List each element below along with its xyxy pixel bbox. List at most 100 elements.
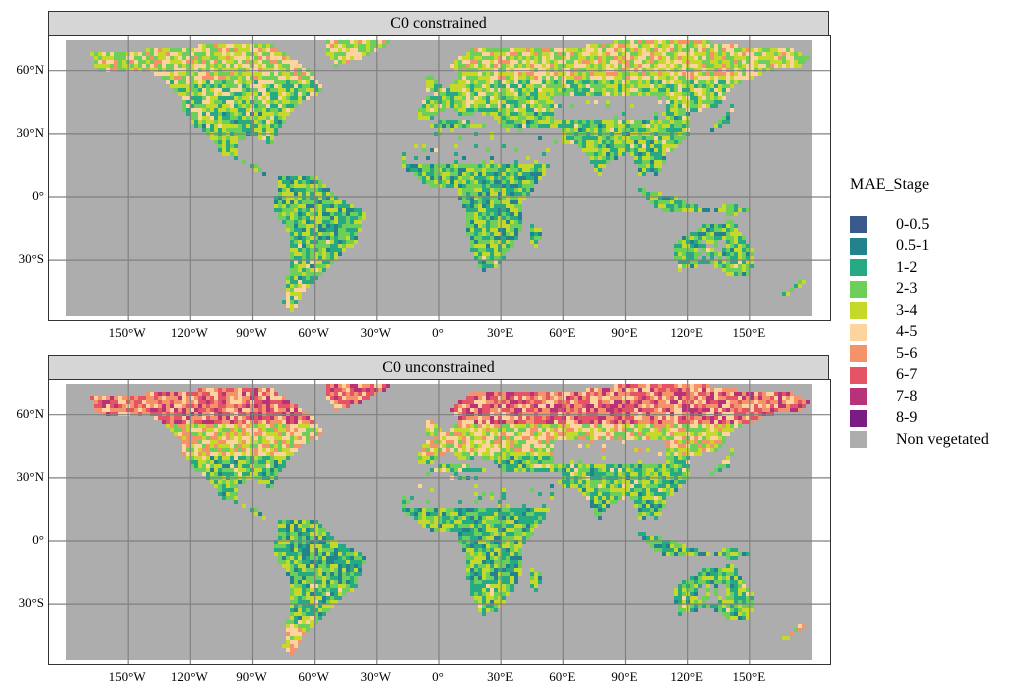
mae-cell: [282, 64, 286, 68]
mae-cell: [502, 88, 506, 92]
mae-cell: [666, 416, 670, 420]
mae-cell: [490, 216, 494, 220]
mae-cell: [558, 120, 562, 124]
mae-cell: [178, 420, 182, 424]
mae-cell: [326, 204, 330, 208]
mae-cell: [246, 420, 250, 424]
mae-cell: [770, 68, 774, 72]
mae-cell: [438, 180, 442, 184]
mae-cell: [294, 292, 298, 296]
mae-cell: [594, 412, 598, 416]
mae-cell: [222, 100, 226, 104]
mae-cell: [730, 252, 734, 256]
mae-cell: [206, 396, 210, 400]
mae-cell: [582, 400, 586, 404]
mae-cell: [666, 44, 670, 48]
mae-cell: [258, 72, 262, 76]
mae-cell: [510, 96, 514, 100]
mae-cell: [294, 224, 298, 228]
mae-cell: [438, 100, 442, 104]
mae-cell: [462, 60, 466, 64]
mae-cell: [586, 400, 590, 404]
mae-cell: [690, 384, 694, 388]
mae-cell: [470, 184, 474, 188]
mae-cell: [606, 388, 610, 392]
mae-cell: [230, 112, 234, 116]
mae-cell: [266, 116, 270, 120]
mae-cell: [186, 48, 190, 52]
mae-cell: [674, 136, 678, 140]
mae-cell: [198, 116, 202, 120]
mae-cell: [190, 100, 194, 104]
mae-cell: [202, 92, 206, 96]
mae-cell: [798, 404, 802, 408]
mae-cell: [254, 388, 258, 392]
mae-cell: [614, 72, 618, 76]
mae-cell: [170, 396, 174, 400]
mae-cell: [470, 68, 474, 72]
mae-cell: [210, 408, 214, 412]
mae-cell: [786, 292, 790, 296]
mae-cell: [462, 156, 466, 160]
mae-cell: [514, 224, 518, 228]
mae-cell: [730, 228, 734, 232]
mae-cell: [182, 392, 186, 396]
mae-cell: [626, 392, 630, 396]
mae-cell: [662, 388, 666, 392]
mae-cell: [594, 148, 598, 152]
mae-cell: [130, 404, 134, 408]
mae-cell: [662, 92, 666, 96]
mae-cell: [286, 216, 290, 220]
mae-cell: [466, 416, 470, 420]
mae-cell: [506, 228, 510, 232]
mae-cell: [622, 112, 626, 116]
mae-cell: [486, 404, 490, 408]
mae-cell: [578, 424, 582, 428]
mae-cell: [294, 188, 298, 192]
mae-cell: [502, 420, 506, 424]
mae-cell: [266, 88, 270, 92]
mae-cell: [526, 72, 530, 76]
mae-cell: [754, 52, 758, 56]
mae-cell: [718, 388, 722, 392]
mae-cell: [546, 164, 550, 168]
mae-cell: [530, 168, 534, 172]
mae-cell: [494, 180, 498, 184]
mae-cell: [310, 268, 314, 272]
mae-cell: [502, 60, 506, 64]
mae-cell: [566, 420, 570, 424]
mae-cell: [654, 400, 658, 404]
mae-cell: [710, 252, 714, 256]
mae-cell: [598, 400, 602, 404]
mae-cell: [378, 388, 382, 392]
mae-cell: [722, 204, 726, 208]
mae-cell: [590, 148, 594, 152]
mae-cell: [278, 96, 282, 100]
mae-cell: [226, 120, 230, 124]
mae-cell: [494, 192, 498, 196]
mae-cell: [634, 424, 638, 428]
mae-cell: [106, 400, 110, 404]
mae-cell: [734, 404, 738, 408]
mae-cell: [490, 204, 494, 208]
mae-cell: [518, 192, 522, 196]
mae-cell: [506, 72, 510, 76]
mae-cell: [170, 68, 174, 72]
mae-cell: [574, 92, 578, 96]
mae-cell: [766, 404, 770, 408]
mae-cell: [614, 144, 618, 148]
mae-cell: [530, 96, 534, 100]
mae-cell: [294, 180, 298, 184]
mae-cell: [638, 168, 642, 172]
mae-cell: [578, 408, 582, 412]
mae-cell: [262, 392, 266, 396]
mae-cell: [354, 224, 358, 228]
mae-cell: [534, 160, 538, 164]
mae-cell: [622, 148, 626, 152]
mae-cell: [362, 392, 366, 396]
mae-cell: [634, 144, 638, 148]
mae-cell: [522, 424, 526, 428]
mae-cell: [594, 44, 598, 48]
mae-cell: [482, 168, 486, 172]
mae-cell: [310, 416, 314, 420]
